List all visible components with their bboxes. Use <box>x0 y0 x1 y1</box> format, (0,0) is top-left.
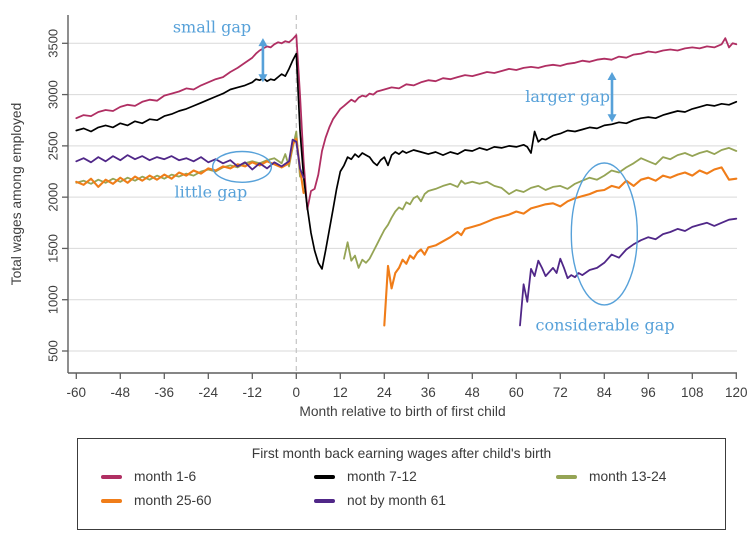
annotation-ellipse-little-gap-ellipse <box>212 150 273 183</box>
legend-label: month 25-60 <box>134 493 212 508</box>
x-tick-label: 108 <box>681 385 704 400</box>
arrow-head-down-icon <box>258 74 268 83</box>
x-tick-label: 12 <box>333 385 348 400</box>
legend-item-month-7-12: month 7-12 <box>291 469 533 484</box>
gridlines <box>68 42 737 352</box>
x-axis-title: Month relative to birth of first child <box>299 404 505 419</box>
x-tick-label: -36 <box>155 385 175 400</box>
annotation-arrow-small-gap-arrow <box>258 38 268 83</box>
legend-item-month-13-24: month 13-24 <box>533 469 725 484</box>
series-line-month-7-12 <box>75 52 738 270</box>
arrow-head-down-icon <box>607 114 617 123</box>
y-axis-title: Total wages among employed <box>9 103 24 286</box>
x-tick-label: 84 <box>597 385 613 400</box>
legend-swatch-not-by-month-61 <box>314 498 335 503</box>
legend-label: month 1-6 <box>134 469 197 484</box>
x-tick-label: 96 <box>641 385 656 400</box>
legend-item-month-1-6: month 1-6 <box>78 469 291 484</box>
legend-title: First month back earning wages after chi… <box>251 446 552 461</box>
y-tick-label: 500 <box>46 340 61 362</box>
y-tick-label: 3000 <box>46 80 61 109</box>
legend-swatch-month-25-60 <box>101 498 122 503</box>
y-tick-label: 2000 <box>46 183 61 212</box>
y-tick-label: 3500 <box>46 29 61 58</box>
annotation-label-small-gap: small gap <box>173 17 251 36</box>
x-tick-label: 36 <box>421 385 436 400</box>
y-tick-label: 2500 <box>46 131 61 160</box>
legend-label: not by month 61 <box>347 493 446 508</box>
series-line-not-by-month-61 <box>75 138 738 327</box>
series-line-month-1-6 <box>75 34 738 211</box>
legend-item-month-25-60: month 25-60 <box>78 493 291 508</box>
legend-swatch-month-1-6 <box>101 474 122 479</box>
y-tick-label: 1000 <box>46 285 61 314</box>
annotations: small gap little gap larger gap considerabl… <box>173 17 675 334</box>
annotation-label-larger-gap: larger gap <box>525 87 610 106</box>
arrow-head-up-icon <box>607 72 617 81</box>
axes: 500 1000 1500 2000 2500 3000 3500 -60 -48 -36 -24 -… <box>46 15 748 400</box>
x-tick-label: 60 <box>509 385 524 400</box>
x-tick-label: 0 <box>293 385 301 400</box>
legend-swatch-month-13-24 <box>556 474 577 479</box>
x-tick-label: 48 <box>465 385 480 400</box>
legend-label: month 13-24 <box>589 469 667 484</box>
x-tick-label: 24 <box>377 385 393 400</box>
x-tick-label: 72 <box>553 385 568 400</box>
series-line-month-25-60 <box>75 137 738 327</box>
x-tick-label: -48 <box>111 385 131 400</box>
legend-grid: month 1-6 month 7-12 month 13-24 month 2… <box>78 469 725 508</box>
legend-label: month 7-12 <box>347 469 417 484</box>
x-tick-label: 120 <box>725 385 748 400</box>
annotation-ellipse-considerable-gap-ellipse <box>570 162 638 306</box>
annotation-arrow-larger-gap-arrow <box>607 72 617 123</box>
x-tick-label: -24 <box>199 385 219 400</box>
arrow-head-up-icon <box>258 38 268 47</box>
y-tick-label: 1500 <box>46 234 61 263</box>
annotation-label-considerable-gap: considerable gap <box>536 316 675 335</box>
x-tick-label: -60 <box>67 385 87 400</box>
wage-line-chart: 500 1000 1500 2000 2500 3000 3500 -60 -48 -36 -24 -… <box>9 15 748 419</box>
legend-item-not-by-month-61: not by month 61 <box>291 493 533 508</box>
legend-swatch-month-7-12 <box>314 474 335 479</box>
x-tick-label: -12 <box>243 385 263 400</box>
annotation-label-little-gap: little gap <box>174 183 247 202</box>
legend: First month back earning wages after chi… <box>77 438 726 530</box>
